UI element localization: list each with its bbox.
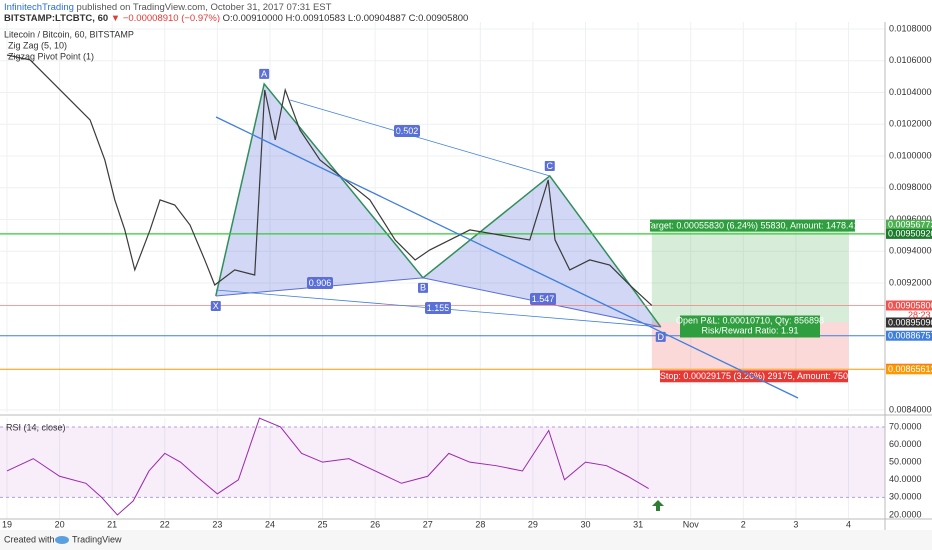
rsi-tick-label: 20.0000 [889, 509, 922, 519]
ratio-badge [530, 293, 556, 305]
x-tick-label: 21 [107, 519, 117, 529]
pattern-point-label: X [213, 301, 219, 311]
pattern-point-label: D [657, 332, 664, 342]
price-label: 0.00950920 [888, 229, 932, 239]
rsi-title: RSI (14, close) [6, 422, 66, 432]
x-tick-label: 22 [160, 519, 170, 529]
y-tick-label: 0.01080000 [889, 23, 932, 33]
x-tick-label: 29 [528, 519, 538, 529]
rr-label: Risk/Reward Ratio: 1.91 [701, 325, 798, 335]
ratio-label: 1.547 [532, 294, 555, 304]
price-label: 0.00905800 [888, 300, 932, 310]
rsi-tick-label: 40.0000 [889, 474, 922, 484]
pattern-point-badge [544, 160, 555, 171]
x-tick-label: 23 [212, 519, 222, 529]
legend-title: Litecoin / Bitcoin, 60, BITSTAMP [4, 29, 134, 39]
rsi-band [0, 426, 885, 498]
pnl-label: Open P&L: 0.00010710, Qty: 856898 [676, 315, 824, 325]
pattern-point-label: A [261, 69, 267, 79]
x-tick-label: Nov [683, 519, 700, 529]
logo [55, 536, 69, 544]
x-tick-label: 24 [265, 519, 275, 529]
rsi-tick-label: 70.0000 [889, 421, 922, 431]
countdown: 28:23 [908, 310, 931, 320]
x-tick-label: 27 [423, 519, 433, 529]
rsi-tick-label: 50.0000 [889, 457, 922, 467]
price-label: 0.00956773 [888, 219, 932, 229]
y-tick-label: 0.00980000 [889, 182, 932, 192]
buy-arrow [652, 500, 664, 511]
price-label: 0.00895090 [888, 317, 932, 327]
change: ▼ −0.00008910 (−0.97%) [111, 13, 223, 24]
symbol-line: BITSTAMP:LTCBTC, 60 ▼ −0.00008910 (−0.97… [4, 13, 468, 24]
profit-zone [651, 224, 849, 323]
footer-brand[interactable]: TradingView [72, 534, 122, 544]
price-label: 0.00886757 [888, 331, 932, 341]
ratio-badge [307, 277, 333, 289]
ratio-badge [394, 125, 420, 137]
rsi-tick-label: 30.0000 [889, 492, 922, 502]
pnl-box [680, 315, 820, 338]
x-tick-label: 28 [475, 519, 485, 529]
rsi-line [6, 417, 649, 516]
y-tick-label: 0.01020000 [889, 119, 932, 129]
price-label: 0.00865613 [888, 364, 932, 374]
price-label-box [886, 300, 932, 311]
ohlc: O:0.00910000 H:0.00910583 L:0.00904887 C… [223, 13, 469, 24]
pattern-point-badge [210, 300, 221, 311]
footer [0, 530, 932, 550]
ratio-label: 0.906 [309, 278, 332, 288]
x-tick-label: 25 [318, 519, 328, 529]
pattern-point-label: B [420, 283, 426, 293]
pattern-point-badge [259, 68, 270, 79]
trend-line [215, 289, 662, 328]
published: published on TradingView.com, October 31… [74, 2, 332, 13]
y-tick-label: 0.00940000 [889, 246, 932, 256]
rsi-panel: RSI (14, close) [0, 417, 885, 519]
x-tick-label: 31 [633, 519, 643, 529]
y-tick-label: 0.01000000 [889, 150, 932, 160]
y-tick-label: 0.00960000 [889, 214, 932, 224]
price-label-box [886, 330, 932, 341]
x-tick-label: 30 [581, 519, 591, 529]
x-tick-label: 20 [55, 519, 65, 529]
price-label-box [886, 364, 932, 375]
header-line: InfinitechTrading published on TradingVi… [4, 2, 332, 13]
price-label-box [886, 317, 932, 328]
footer-created: Created with [4, 534, 55, 544]
pattern-point-badge [655, 331, 666, 342]
author[interactable]: InfinitechTrading [4, 2, 74, 13]
trend-line [289, 99, 551, 177]
pattern-point-badge [418, 282, 429, 293]
pattern-area [423, 175, 661, 327]
trend-line [215, 116, 799, 399]
ratio-badge [425, 302, 451, 314]
target-label: Target: 0.00055830 (6.24%) 55830, Amount… [646, 220, 858, 230]
pattern-area [215, 83, 424, 296]
symbol: BITSTAMP:LTCBTC, 60 [4, 13, 111, 24]
ratio-label: 1.155 [427, 303, 450, 313]
price-line-series [6, 54, 653, 306]
y-tick-label: 0.01040000 [889, 87, 932, 97]
ratio-label: 0.502 [396, 126, 419, 136]
legend-indicator: Zigzag Pivot Point (1) [8, 51, 94, 61]
x-tick-label: 3 [793, 519, 798, 529]
y-tick-label: 0.00840000 [889, 404, 932, 414]
x-tick-label: 4 [846, 519, 851, 529]
y-tick-label: 0.00920000 [889, 277, 932, 287]
pattern-leg [215, 277, 661, 328]
y-tick-label: 0.01060000 [889, 55, 932, 65]
x-tick-label: 26 [370, 519, 380, 529]
x-tick-label: 2 [741, 519, 746, 529]
x-tick-label: 19 [2, 519, 12, 529]
legend-indicator: Zig Zag (5, 10) [8, 40, 67, 50]
price-label-box [886, 228, 932, 239]
price-panel: X A B C D 0.906 0.502 1.155 1.547 Target: 0.00055… [0, 22, 885, 412]
pattern-point-label: C [547, 161, 554, 171]
rsi-tick-label: 60.0000 [889, 439, 922, 449]
target-label-box [650, 219, 855, 232]
price-label-box [886, 219, 932, 230]
